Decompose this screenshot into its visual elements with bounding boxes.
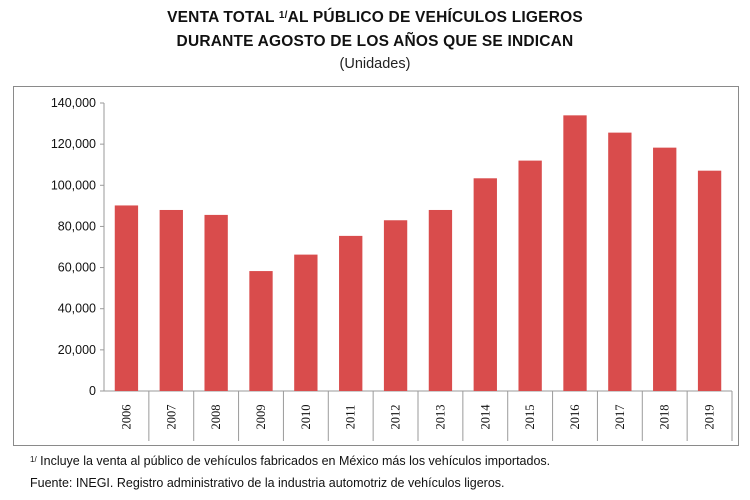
- x-tick-label: 2014: [478, 404, 492, 430]
- x-tick-label: 2013: [433, 405, 447, 430]
- x-tick-label: 2019: [703, 405, 717, 430]
- title-line-1-pre: VENTA TOTAL: [167, 9, 279, 26]
- x-tick-label: 2009: [254, 405, 268, 430]
- y-tick-label: 40,000: [58, 302, 96, 316]
- footnote-marker: 1/: [30, 455, 37, 464]
- bar-2017: [608, 132, 632, 391]
- x-tick-label: 2010: [299, 405, 313, 430]
- chart-header: VENTA TOTAL 1/AL PÚBLICO DE VEHÍCULOS LI…: [0, 6, 750, 74]
- x-tick-label: 2016: [568, 405, 582, 430]
- bar-chart: 0 20,000 40,000 60,000 80,000 100,000 120,000 1…: [51, 96, 733, 441]
- chart-title-line-1: VENTA TOTAL 1/AL PÚBLICO DE VEHÍCULOS LI…: [0, 6, 750, 30]
- x-tick-label: 2007: [164, 405, 178, 430]
- y-tick-label: 140,000: [51, 96, 96, 110]
- source-note: Fuente: INEGI. Registro administrativo d…: [30, 476, 505, 490]
- bar-2008: [204, 214, 228, 391]
- bar-2018: [653, 147, 677, 391]
- x-tick-label: 2015: [523, 405, 537, 430]
- bar-2019: [697, 170, 722, 391]
- bar-2013: [428, 209, 453, 391]
- bar-2007: [159, 209, 183, 391]
- chart-frame: 0 20,000 40,000 60,000 80,000 100,000 120,000 1…: [13, 86, 739, 446]
- chart-title-line-2: DURANTE AGOSTO DE LOS AÑOS QUE SE INDICA…: [176, 33, 574, 50]
- footnote-text: Incluye la venta al público de vehículos…: [36, 454, 551, 468]
- x-tick-label: 2008: [209, 405, 223, 430]
- chart-notes: 1/ Incluye la venta al público de vehícu…: [30, 450, 730, 494]
- title-line-1-post: AL PÚBLICO DE VEHÍCULOS LIGEROS: [287, 9, 583, 26]
- x-tick-label: 2017: [613, 405, 627, 430]
- bar-2014: [473, 178, 497, 391]
- bar-2011: [339, 235, 363, 391]
- y-tick-label: 120,000: [51, 137, 96, 151]
- y-tick-label: 100,000: [51, 178, 96, 192]
- bar-2016: [563, 115, 587, 391]
- y-tick-label: 20,000: [58, 343, 96, 357]
- title-footnote-marker: 1/: [278, 10, 288, 21]
- bar-2012: [383, 220, 408, 391]
- bar-2015: [518, 160, 542, 391]
- x-tick-label: 2006: [119, 405, 133, 430]
- y-tick-label: 80,000: [58, 219, 96, 233]
- x-tick-label: 2012: [389, 405, 403, 430]
- x-tick-label: 2011: [344, 405, 358, 430]
- bar-2010: [294, 254, 318, 391]
- footnote: 1/ Incluye la venta al público de vehícu…: [30, 450, 730, 472]
- chart-subtitle: (Unidades): [339, 56, 411, 72]
- y-tick-label: 0: [89, 384, 96, 398]
- bar-2006: [114, 205, 139, 391]
- y-tick-label: 60,000: [58, 261, 96, 275]
- bar-2009: [249, 271, 273, 391]
- x-tick-label: 2018: [658, 405, 672, 430]
